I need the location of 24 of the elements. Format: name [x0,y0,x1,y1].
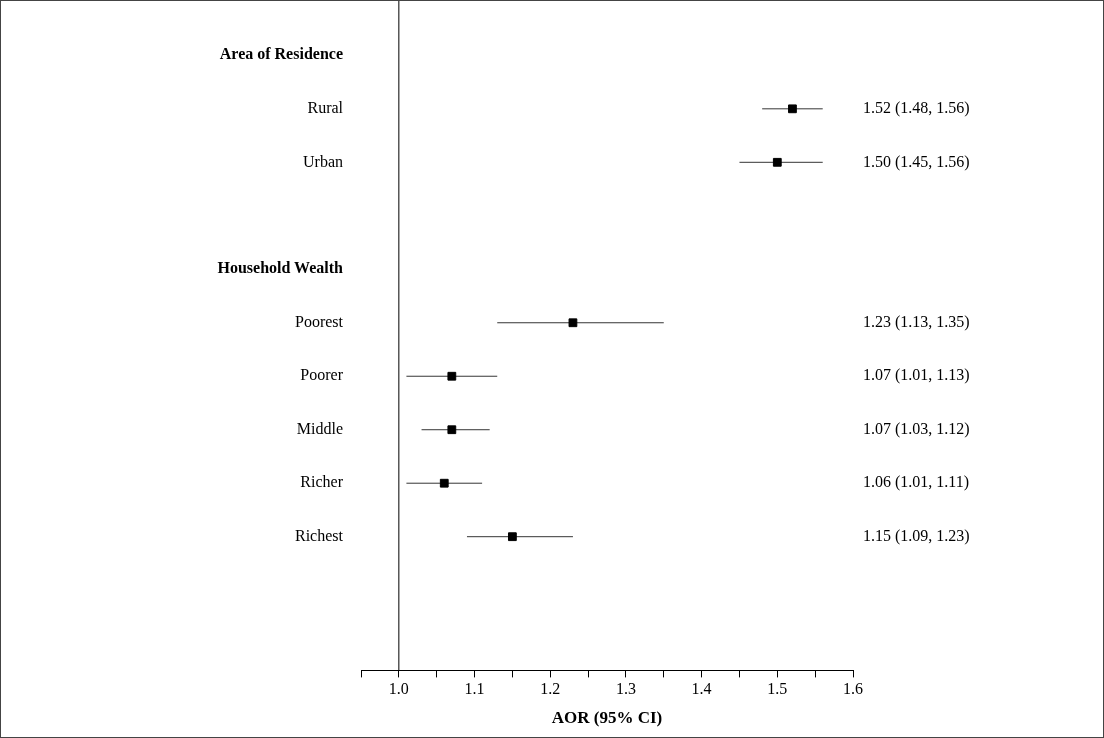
y-tick-label: Poorer [300,366,344,384]
data-label: 1.52 (1.48, 1.56) [863,99,970,118]
data-label: 1.06 (1.01, 1.11) [863,473,970,492]
data-label: 1.15 (1.09, 1.23) [863,526,970,545]
data-label: 1.07 (1.03, 1.12) [863,419,970,438]
data-label: 1.23 (1.13, 1.35) [863,312,970,331]
y-tick-label: Richer [300,473,344,491]
data-label: 1.07 (1.01, 1.13) [863,366,970,385]
x-tick-label: 1.4 [691,680,712,698]
x-tick-label: 1.5 [767,680,788,698]
x-tick-label: 1.6 [843,680,863,698]
y-tick-label: Middle [296,419,343,437]
x-tick-label: 1.1 [464,680,485,698]
y-tick-label: Poorest [295,312,344,330]
y-tick-label: Rural [307,99,344,117]
data-label: 1.50 (1.45, 1.56) [863,152,970,171]
y-tick-label: Household Wealth [217,259,344,277]
x-axis-title: AOR (95% CI) [551,708,663,728]
y-tick-label: Area of Residence [219,45,343,63]
y-tick-label: Richest [295,526,344,544]
x-tick-label: 1.0 [388,680,409,698]
y-tick-label: Urban [303,152,343,170]
x-tick-label: 1.2 [540,680,561,698]
x-tick-label: 1.3 [615,680,636,698]
